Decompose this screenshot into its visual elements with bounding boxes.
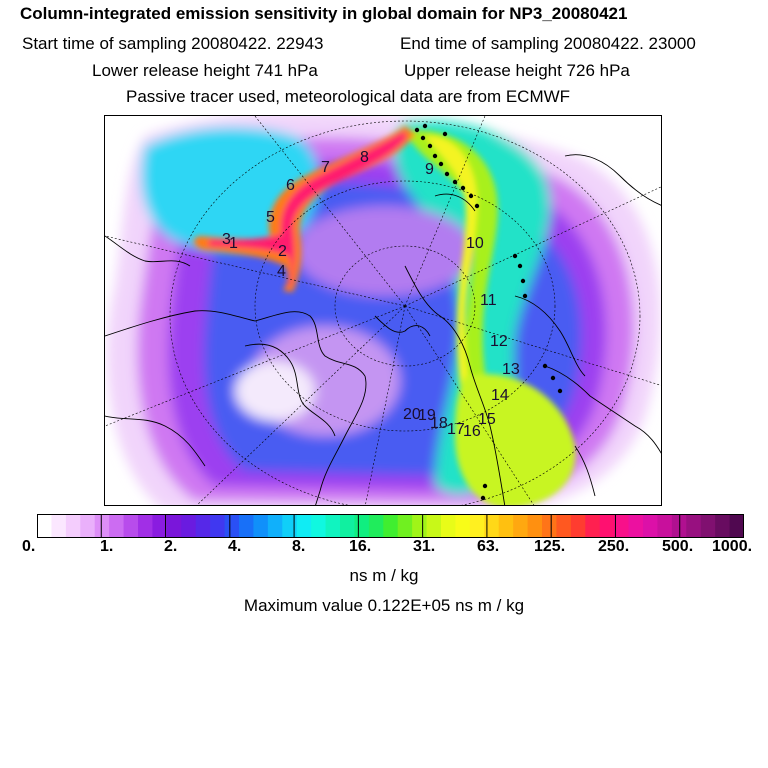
colorbar-tick-8: 125.	[534, 538, 566, 555]
colorbar-tick-9: 250.	[598, 538, 630, 555]
colorbar-swatch	[484, 514, 500, 538]
colorbar-swatch	[210, 514, 226, 538]
colorbar-swatch	[354, 514, 370, 538]
plot-title: Column-integrated emission sensitivity i…	[20, 4, 628, 23]
colorbar-swatch	[239, 514, 254, 538]
colorbar-swatch	[65, 514, 81, 538]
colorbar	[37, 514, 745, 538]
colorbar-swatch	[224, 514, 240, 538]
colorbar-swatch	[138, 514, 153, 538]
point-label-16: 16	[463, 423, 481, 440]
point-label-19: 19	[418, 407, 436, 424]
point-label-2: 2	[278, 243, 287, 260]
point-label-20: 20	[403, 406, 421, 423]
point-label-11: 11	[480, 292, 497, 309]
colorbar-tick-3: 4.	[228, 538, 242, 555]
colorbar-swatch	[614, 514, 630, 538]
colorbar-swatch	[643, 514, 658, 538]
maximum-value: Maximum value 0.122E+05 ns m / kg	[243, 596, 525, 615]
colorbar-swatch	[195, 514, 211, 538]
colorbar-swatch	[80, 514, 96, 538]
colorbar-swatch	[715, 514, 731, 538]
point-label-13: 13	[502, 361, 520, 378]
point-label-12: 12	[490, 333, 508, 350]
colorbar-swatch	[412, 514, 428, 538]
colorbar-tick-10: 500.	[662, 538, 694, 555]
sensitivity-map: 1 2 3 4 5 6 7 8 9 10 11 12 13 14 15 16 1…	[104, 115, 662, 506]
start-time-label: Start time of sampling 20080422. 22943	[22, 34, 324, 53]
point-label-5: 5	[266, 209, 275, 226]
lower-height-label: Lower release height 741 hPa	[92, 61, 318, 80]
colorbar-swatch	[628, 514, 644, 538]
colorbar-swatch	[570, 514, 586, 538]
colorbar-swatch	[700, 514, 716, 538]
point-label-6: 6	[286, 177, 295, 194]
colorbar-swatch	[455, 514, 471, 538]
colorbar-swatch	[267, 514, 283, 538]
colorbar-tick-4: 8.	[292, 538, 306, 555]
colorbar-swatch	[426, 514, 442, 538]
colorbar-swatch	[585, 514, 601, 538]
colorbar-swatch	[181, 514, 197, 538]
point-label-18: 18	[430, 415, 448, 432]
colorbar-swatch	[325, 514, 341, 538]
colorbar-units: ns m / kg	[349, 566, 419, 585]
colorbar-swatch	[441, 514, 456, 538]
point-label-15: 15	[478, 411, 496, 428]
colorbar-tick-11: 1000.	[712, 538, 753, 555]
colorbar-swatch	[109, 514, 125, 538]
point-label-9: 9	[425, 161, 434, 178]
point-label-3: 3	[222, 231, 231, 248]
colorbar-tick-2: 2.	[164, 538, 178, 555]
colorbar-swatch	[556, 514, 572, 538]
colorbar-tick-7: 63.	[477, 538, 500, 555]
colorbar-swatch	[729, 514, 745, 538]
colorbar-swatch	[498, 514, 514, 538]
colorbar-swatch	[166, 514, 182, 538]
colorbar-swatch	[94, 514, 110, 538]
colorbar-swatch	[123, 514, 139, 538]
colorbar-swatch	[368, 514, 384, 538]
end-time-label: End time of sampling 20080422. 23000	[400, 34, 696, 53]
point-label-7: 7	[321, 159, 330, 176]
upper-height-label: Upper release height 726 hPa	[404, 61, 630, 80]
colorbar-swatch	[542, 514, 557, 538]
tracer-info-label: Passive tracer used, meteorological data…	[126, 87, 571, 106]
point-label-17: 17	[447, 421, 465, 438]
colorbar-swatch	[527, 514, 543, 538]
colorbar-swatch	[397, 514, 413, 538]
point-label-1: 1	[229, 235, 238, 252]
colorbar-swatch	[51, 514, 67, 538]
colorbar-swatch	[340, 514, 355, 538]
colorbar-swatch	[513, 514, 529, 538]
colorbar-swatch	[599, 514, 615, 538]
colorbar-tick-1: 1.	[100, 538, 114, 555]
colorbar-swatch	[296, 514, 312, 538]
colorbar-swatch	[37, 514, 52, 538]
colorbar-swatch	[152, 514, 168, 538]
colorbar-border	[37, 514, 744, 538]
colorbar-swatch	[282, 514, 298, 538]
colorbar-swatch	[686, 514, 702, 538]
colorbar-swatch	[253, 514, 269, 538]
colorbar-swatch	[469, 514, 485, 538]
point-label-8: 8	[360, 149, 369, 166]
colorbar-swatch	[311, 514, 327, 538]
point-label-10: 10	[466, 235, 484, 252]
colorbar-tick-6: 31.	[413, 538, 436, 555]
point-label-14: 14	[491, 387, 509, 404]
map-canvas: 1 2 3 4 5 6 7 8 9 10 11 12 13 14 15 16 1…	[105, 116, 661, 505]
colorbar-swatch	[383, 514, 399, 538]
colorbar-tick-0: 0.	[22, 538, 36, 555]
colorbar-tick-5: 16.	[349, 538, 372, 555]
point-label-4: 4	[277, 263, 286, 280]
colorbar-swatch	[657, 514, 673, 538]
colorbar-swatches	[37, 514, 745, 538]
